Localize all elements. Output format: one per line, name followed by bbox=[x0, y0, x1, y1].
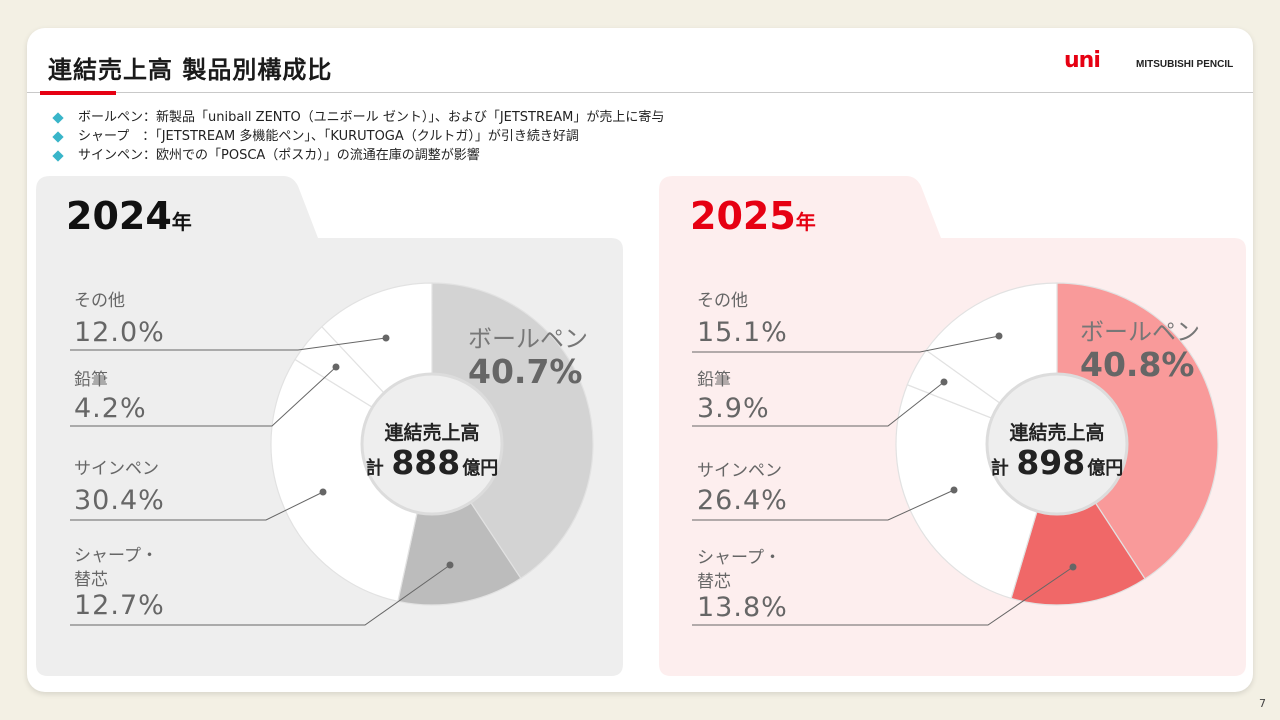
year-suffix: 年 bbox=[795, 210, 816, 234]
segment-value-other-2024: 12.0% bbox=[74, 317, 165, 348]
logo-text: MITSUBISHI PENCIL bbox=[1136, 59, 1234, 70]
leader-dot-other-2024 bbox=[382, 334, 390, 342]
segment-value-mechanical-2024: 12.7% bbox=[74, 590, 165, 621]
bullet-ballpen: ボールペン：新製品「uniball ZENTO（ユニボール ゼント）」、および「… bbox=[52, 108, 664, 127]
leader-line-signpen-2024 bbox=[70, 491, 324, 521]
leader-lines-2025 bbox=[692, 332, 1077, 626]
leader-line-pencil-2024 bbox=[70, 366, 337, 427]
segment-name-pencil-2025: 鉛筆 bbox=[697, 370, 731, 390]
segment-value-signpen-2024: 30.4% bbox=[74, 485, 165, 516]
donut-center-2024 bbox=[360, 372, 504, 516]
logo-mark: uni bbox=[1064, 48, 1101, 73]
leader-dot-mechanical-2024 bbox=[446, 561, 454, 569]
leader-line-pencil-2025 bbox=[692, 381, 945, 427]
bullet-sign-pen: サインペン：欧州での「POSCA（ポスカ）」の流通在庫の調整が影響 bbox=[52, 146, 664, 165]
leader-line-mechanical-2024 bbox=[70, 564, 451, 626]
leader-lines-2024 bbox=[70, 334, 454, 626]
segment-value-pencil-2024: 4.2% bbox=[74, 393, 147, 424]
segment-name-pencil-2024: 鉛筆 bbox=[74, 370, 108, 390]
title-divider bbox=[27, 92, 1253, 93]
segment-name-ballpen-2024: ボールペン bbox=[468, 325, 588, 353]
leader-dot-other-2025 bbox=[995, 332, 1003, 340]
segment-name-mechanical-2024-line1: シャープ・ bbox=[74, 546, 158, 566]
page-title: 連結売上高 製品別構成比 bbox=[48, 56, 333, 84]
leader-dot-signpen-2025 bbox=[950, 486, 958, 494]
donut-chart-2024 bbox=[270, 282, 594, 606]
segment-value-other-2025: 15.1% bbox=[697, 317, 788, 348]
donut-center-2025 bbox=[985, 372, 1129, 516]
year-number: 2024 bbox=[66, 194, 172, 238]
total-number: 888 bbox=[391, 443, 461, 482]
segment-value-ballpen-2024: 40.7% bbox=[468, 352, 583, 391]
leader-line-signpen-2025 bbox=[692, 489, 955, 521]
total-number: 898 bbox=[1016, 443, 1086, 482]
leader-line-other-2025 bbox=[692, 335, 1000, 353]
center-title-2024: 連結売上高 bbox=[384, 422, 480, 444]
total-prefix: 計 bbox=[990, 458, 1009, 479]
leader-line-mechanical-2025 bbox=[692, 566, 1074, 626]
year-suffix: 年 bbox=[171, 210, 192, 234]
year-title-2025: 2025年 bbox=[690, 196, 816, 242]
segment-name-other-2025: その他 bbox=[697, 291, 748, 311]
total-unit: 億円 bbox=[1087, 458, 1124, 479]
page-number: 7 bbox=[1259, 697, 1266, 710]
bullet-mechanical-pencil: シャープ ：「JETSTREAM 多機能ペン」、「KURUTOGA（クルトガ）」… bbox=[52, 127, 664, 146]
segment-name-signpen-2024: サインペン bbox=[74, 459, 159, 479]
title-accent-bar bbox=[40, 91, 116, 95]
bullet-text: サインペン：欧州での「POSCA（ポスカ）」の流通在庫の調整が影響 bbox=[78, 148, 480, 163]
total-unit: 億円 bbox=[462, 458, 499, 479]
segment-name-ballpen-2025: ボールペン bbox=[1080, 318, 1200, 346]
bullet-text: ボールペン：新製品「uniball ZENTO（ユニボール ゼント）」、および「… bbox=[78, 110, 665, 125]
segment-name-mechanical-2024-line2: 替芯 bbox=[74, 570, 108, 590]
segment-value-mechanical-2025: 13.8% bbox=[697, 592, 788, 623]
year-number: 2025 bbox=[690, 194, 796, 238]
total-prefix: 計 bbox=[365, 458, 384, 479]
leader-dot-pencil-2024 bbox=[332, 363, 340, 371]
summary-bullets: ボールペン：新製品「uniball ZENTO（ユニボール ゼント）」、および「… bbox=[52, 108, 664, 165]
leader-dot-signpen-2024 bbox=[319, 488, 327, 496]
segment-name-mechanical-2025-line1: シャープ・ bbox=[697, 548, 781, 568]
segment-name-mechanical-2025-line2: 替芯 bbox=[697, 572, 731, 592]
segment-name-other-2024: その他 bbox=[74, 291, 125, 311]
bullet-text: シャープ ：「JETSTREAM 多機能ペン」、「KURUTOGA（クルトガ）」… bbox=[78, 129, 579, 144]
segment-value-ballpen-2025: 40.8% bbox=[1080, 345, 1195, 384]
leader-dot-pencil-2025 bbox=[940, 378, 948, 386]
segment-value-pencil-2025: 3.9% bbox=[697, 393, 770, 424]
segment-value-signpen-2025: 26.4% bbox=[697, 485, 788, 516]
segment-name-signpen-2025: サインペン bbox=[697, 461, 782, 481]
leader-dot-mechanical-2025 bbox=[1069, 563, 1077, 571]
donut-chart-2025 bbox=[895, 282, 1219, 606]
leader-line-other-2024 bbox=[70, 337, 387, 351]
center-total-2025: 計 898 億円 bbox=[957, 443, 1157, 482]
year-title-2024: 2024年 bbox=[66, 196, 192, 242]
center-total-2024: 計 888 億円 bbox=[332, 443, 532, 482]
center-title-2025: 連結売上高 bbox=[1009, 422, 1105, 444]
